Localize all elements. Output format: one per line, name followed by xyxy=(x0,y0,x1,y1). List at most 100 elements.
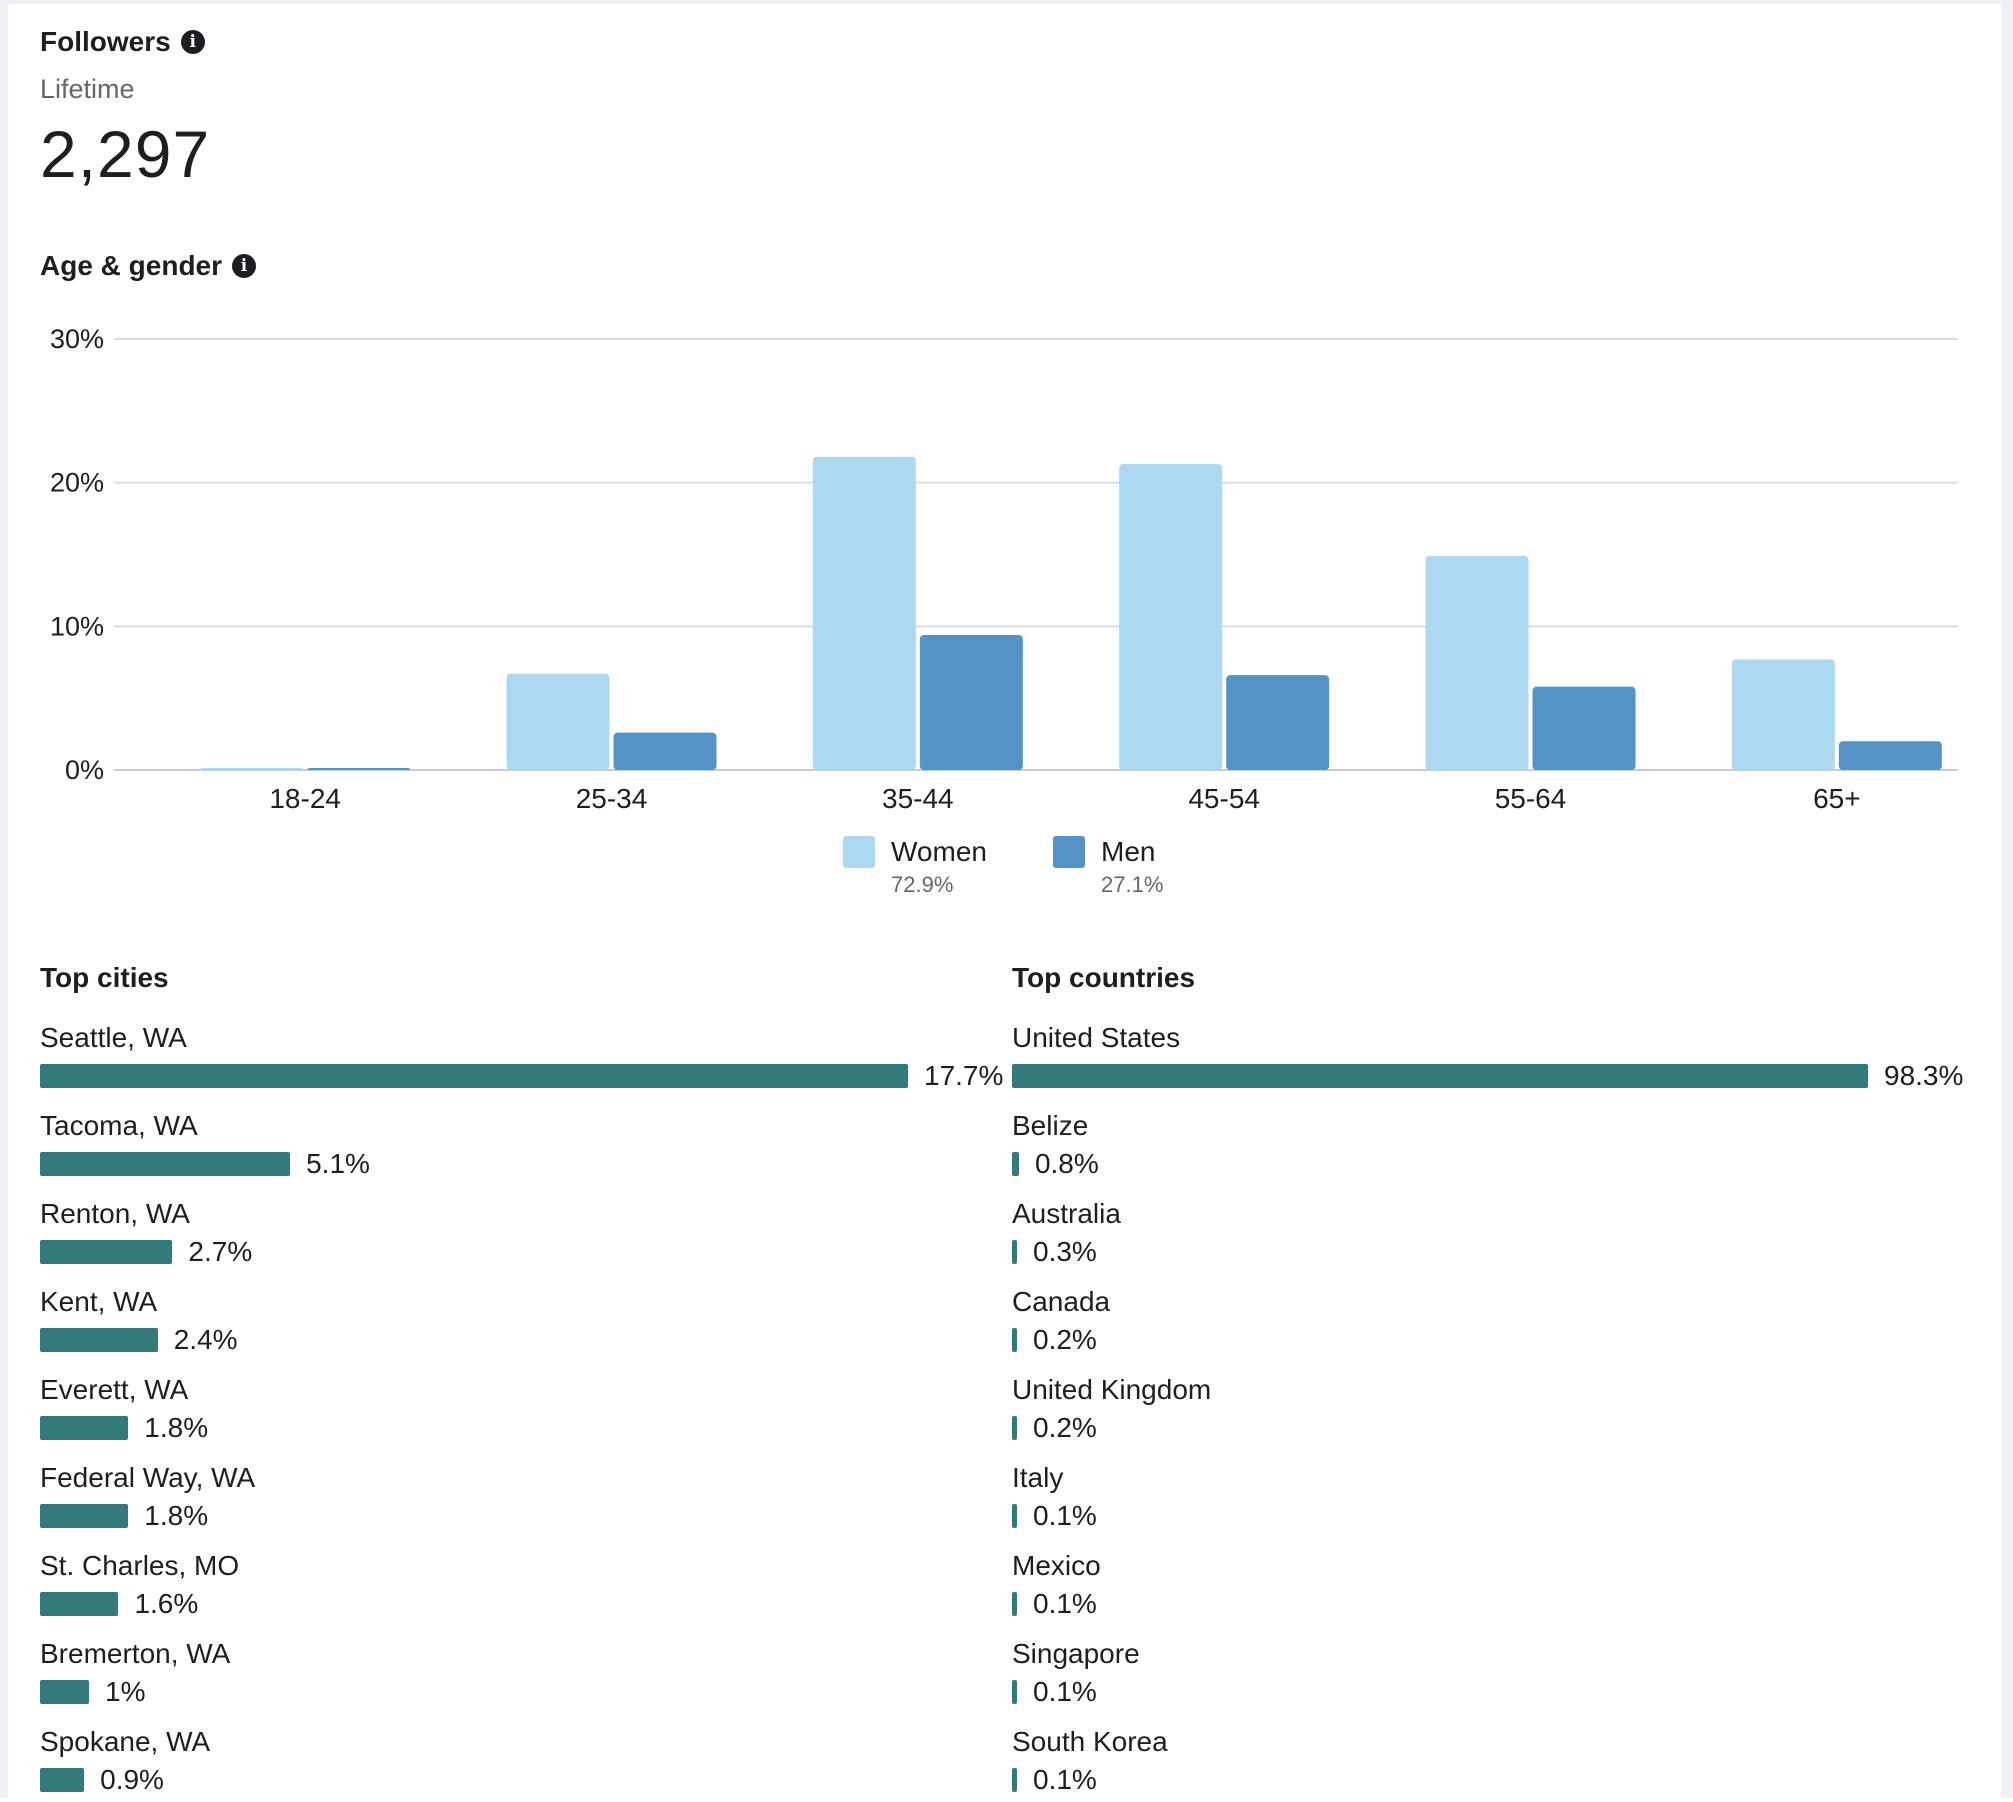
list-item-label: Kent, WA xyxy=(40,1286,158,1317)
followers-period: Lifetime xyxy=(40,74,135,104)
list-item-bar-row: 2.7% xyxy=(40,1236,253,1267)
age-gender-chart: 0% 10% 20% 30% 18-24 25-34 35-44 45-54 55-64 65+ xyxy=(50,324,1958,814)
list-item-bar xyxy=(40,1504,129,1528)
info-icon[interactable]: i xyxy=(180,30,205,54)
list-item-value: 2.7% xyxy=(188,1236,253,1267)
legend-item-men[interactable]: Men 27.1% xyxy=(1053,836,1163,898)
list-item: Kent, WA 2.4% xyxy=(40,1286,238,1355)
list-item-bar xyxy=(40,1416,129,1440)
list-item: Italy 0.1% xyxy=(1012,1462,1097,1531)
list-item-value: 98.3% xyxy=(1884,1060,1964,1091)
window-right-edge xyxy=(2001,0,2013,1798)
list-item: Federal Way, WA 1.8% xyxy=(40,1462,255,1531)
bar-women xyxy=(200,768,304,770)
x-tick-label: 55-64 xyxy=(1495,783,1567,814)
top-countries-list: United States 98.3% Belize 0.8% Australia 0.3… xyxy=(1012,1022,1972,1802)
list-item-label: St. Charles, MO xyxy=(40,1550,240,1581)
legend-pct-women: 72.9% xyxy=(891,872,954,897)
list-item: Bremerton, WA 1% xyxy=(40,1638,230,1707)
list-item-value: 0.9% xyxy=(100,1764,164,1795)
list-item-bar xyxy=(1012,1152,1019,1176)
followers-heading: Followers i xyxy=(40,26,205,58)
list-item-value: 0.2% xyxy=(1033,1412,1097,1443)
list-item-bar-row: 5.1% xyxy=(40,1148,370,1179)
list-item-label: South Korea xyxy=(1012,1726,1168,1757)
x-tick-label: 45-54 xyxy=(1188,783,1260,814)
list-item-bar xyxy=(1012,1416,1017,1440)
top-cities-list: Seattle, WA 17.7% Tacoma, WA 5.1% Renton, WA… xyxy=(40,1022,1003,1802)
list-item-bar xyxy=(1012,1504,1017,1528)
legend-label-men: Men xyxy=(1101,836,1156,867)
list-item-bar-row: 0.1% xyxy=(1012,1764,1097,1795)
list-item-bar xyxy=(1012,1328,1017,1352)
list-item-label: Belize xyxy=(1012,1110,1089,1141)
bar-women xyxy=(812,456,916,770)
list-item-label: Spokane, WA xyxy=(40,1726,211,1757)
list-item-bar-row: 0.1% xyxy=(1012,1588,1097,1619)
list-item-bar xyxy=(40,1152,291,1176)
list-item-bar xyxy=(1012,1592,1017,1616)
followers-count: 2,297 xyxy=(40,117,211,191)
list-item-bar xyxy=(40,1240,173,1264)
info-icon[interactable]: i xyxy=(232,254,257,278)
list-item-label: Singapore xyxy=(1012,1638,1140,1669)
bar-men xyxy=(1226,675,1330,770)
list-item: South Korea 0.1% xyxy=(1012,1726,1168,1795)
y-tick-label: 10% xyxy=(50,611,104,641)
list-item-value: 0.8% xyxy=(1034,1148,1099,1179)
top-cities-heading: Top cities xyxy=(40,962,169,994)
list-item-value: 17.7% xyxy=(924,1060,1004,1091)
list-item-bar-row: 0.1% xyxy=(1012,1676,1097,1707)
legend-label-women: Women xyxy=(891,836,987,867)
list-item-value: 0.1% xyxy=(1033,1588,1097,1619)
list-item: Seattle, WA 17.7% xyxy=(40,1022,1003,1091)
bar-men xyxy=(919,634,1023,770)
top-cities-title: Top cities xyxy=(40,962,169,993)
list-item-value: 5.1% xyxy=(306,1148,370,1179)
top-countries-heading: Top countries xyxy=(1012,962,1195,994)
list-item-label: United Kingdom xyxy=(1012,1374,1212,1405)
audience-panel: Followers i Lifetime 2,297 Age & gender … xyxy=(8,4,2001,1798)
x-tick-label: 65+ xyxy=(1813,783,1861,814)
bar-women xyxy=(506,673,610,770)
list-item-bar-row: 17.7% xyxy=(40,1060,1004,1091)
legend-item-women[interactable]: Women 72.9% xyxy=(843,836,987,898)
y-tick-label: 0% xyxy=(65,755,104,785)
list-item-value: 1.8% xyxy=(144,1500,209,1531)
list-item-value: 2.4% xyxy=(173,1324,238,1355)
list-item-label: Renton, WA xyxy=(40,1198,190,1229)
age-gender-heading: Age & gender i xyxy=(40,250,257,282)
y-tick-label: 20% xyxy=(50,468,104,498)
list-item: Belize 0.8% xyxy=(1012,1110,1099,1179)
list-item: St. Charles, MO 1.6% xyxy=(40,1550,240,1619)
list-item-label: Tacoma, WA xyxy=(40,1110,198,1141)
list-item-bar xyxy=(1012,1064,1868,1088)
list-item: Spokane, WA 0.9% xyxy=(40,1726,211,1795)
list-item-value: 0.1% xyxy=(1033,1764,1097,1795)
bar-women xyxy=(1425,555,1529,770)
list-item: Canada 0.2% xyxy=(1012,1286,1111,1355)
list-item-label: United States xyxy=(1012,1022,1181,1053)
list-item-label: Mexico xyxy=(1012,1550,1101,1581)
list-item-value: 1.6% xyxy=(134,1588,199,1619)
list-item-bar xyxy=(40,1064,908,1088)
age-gender-title: Age & gender xyxy=(40,250,223,281)
legend-pct-men: 27.1% xyxy=(1101,872,1164,897)
list-item-value: 1% xyxy=(105,1676,146,1707)
list-item-label: Canada xyxy=(1012,1286,1111,1317)
list-item-value: 0.2% xyxy=(1033,1324,1097,1355)
list-item-bar-row: 0.9% xyxy=(40,1764,164,1795)
list-item-value: 0.1% xyxy=(1033,1676,1097,1707)
list-item-bar-row: 98.3% xyxy=(1012,1060,1964,1091)
legend-swatch-men xyxy=(1053,836,1085,868)
list-item-bar-row: 0.8% xyxy=(1012,1148,1099,1179)
list-item-bar xyxy=(40,1592,119,1616)
list-item-bar-row: 2.4% xyxy=(40,1324,238,1355)
list-item-bar xyxy=(1012,1680,1017,1704)
bar-men xyxy=(1532,686,1636,770)
window-top-edge xyxy=(0,0,2013,4)
bar-men xyxy=(307,768,411,770)
list-item: United Kingdom 0.2% xyxy=(1012,1374,1212,1443)
list-item-value: 0.3% xyxy=(1033,1236,1097,1267)
list-item-value: 1.8% xyxy=(144,1412,209,1443)
